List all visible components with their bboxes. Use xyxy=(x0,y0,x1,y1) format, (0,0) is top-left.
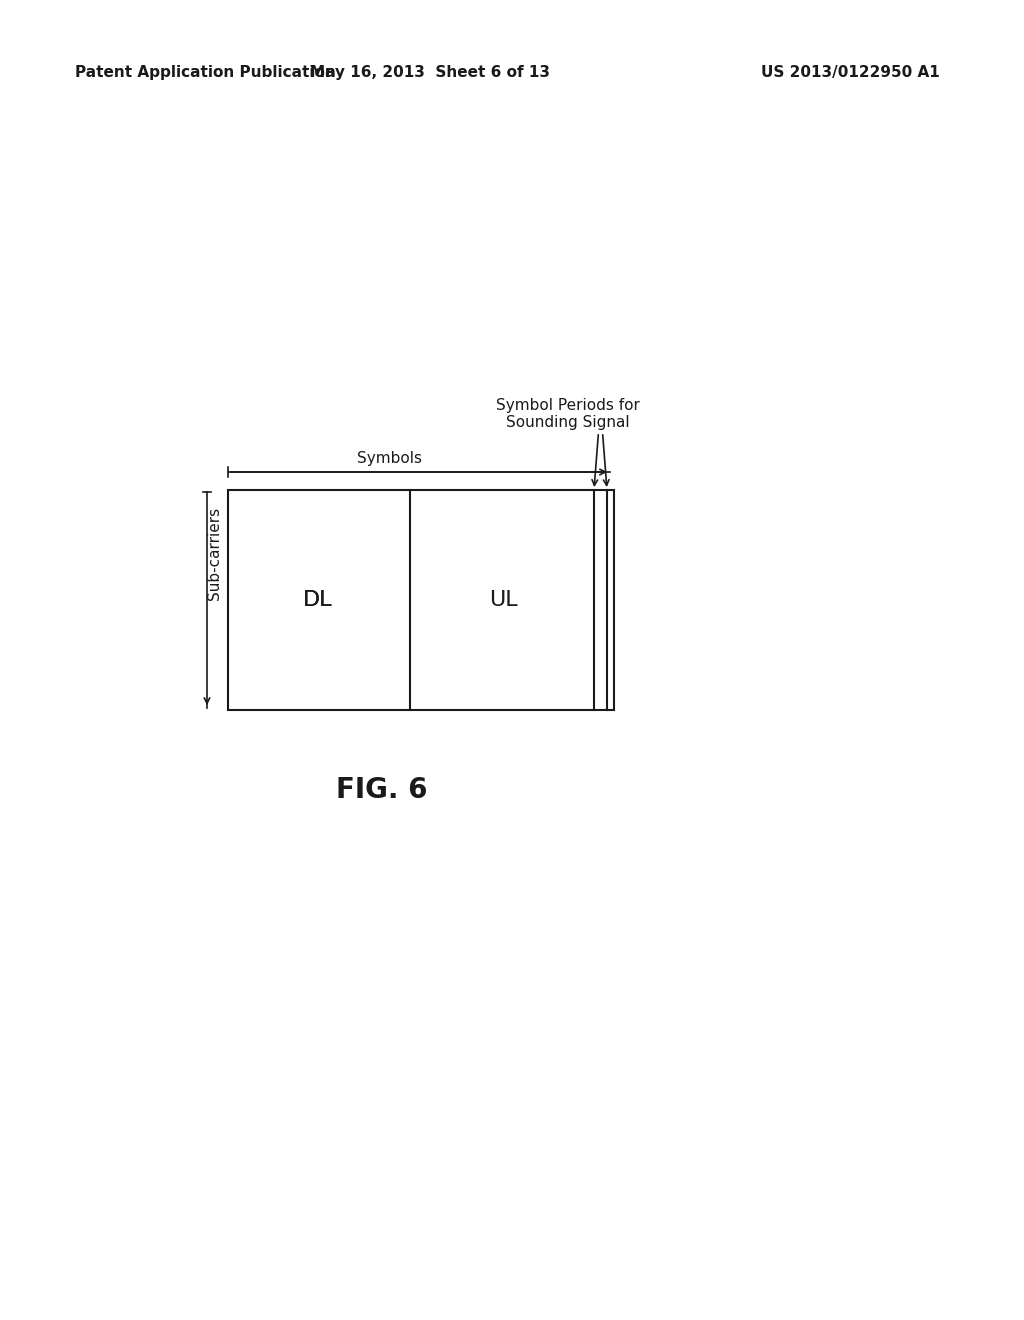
Bar xyxy=(228,490,614,710)
Text: Symbol Periods for
Sounding Signal: Symbol Periods for Sounding Signal xyxy=(496,397,640,430)
Text: Sub-carriers: Sub-carriers xyxy=(208,507,222,601)
Text: May 16, 2013  Sheet 6 of 13: May 16, 2013 Sheet 6 of 13 xyxy=(310,65,550,79)
Text: FIG. 6: FIG. 6 xyxy=(336,776,428,804)
Text: DL: DL xyxy=(303,590,333,610)
Text: Patent Application Publication: Patent Application Publication xyxy=(75,65,336,79)
Text: US 2013/0122950 A1: US 2013/0122950 A1 xyxy=(761,65,940,79)
Text: DL: DL xyxy=(303,590,333,610)
Text: UL: UL xyxy=(488,590,517,610)
Text: Symbols: Symbols xyxy=(357,451,423,466)
